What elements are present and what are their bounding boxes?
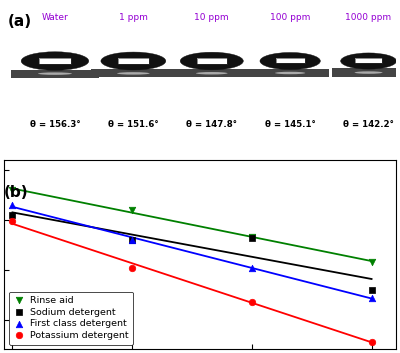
Bar <box>197 58 227 64</box>
First class detergent <box>249 265 255 271</box>
Ellipse shape <box>275 72 305 74</box>
Bar <box>91 69 176 78</box>
Rinse aid <box>368 259 375 265</box>
Potassium detergent <box>9 218 16 224</box>
Rinse aid <box>249 234 255 240</box>
Rinse aid <box>129 207 135 213</box>
Text: (a): (a) <box>8 14 32 29</box>
Ellipse shape <box>38 72 72 75</box>
Potassium detergent <box>129 265 135 271</box>
Text: 10 ppm: 10 ppm <box>194 13 229 22</box>
Ellipse shape <box>21 52 89 70</box>
Ellipse shape <box>354 71 382 74</box>
Bar <box>332 68 400 77</box>
Ellipse shape <box>117 72 150 74</box>
Bar <box>39 58 71 64</box>
Sodium detergent <box>249 235 255 241</box>
Text: 100 ppm: 100 ppm <box>270 13 310 22</box>
Bar <box>11 70 99 78</box>
Bar <box>355 58 382 63</box>
Bar <box>39 58 71 64</box>
Bar <box>118 58 149 64</box>
Text: 1 ppm: 1 ppm <box>119 13 148 22</box>
Sodium detergent <box>9 212 16 218</box>
Ellipse shape <box>341 53 396 69</box>
Bar <box>276 58 304 64</box>
Text: (b): (b) <box>4 185 29 200</box>
Bar <box>276 58 304 64</box>
Ellipse shape <box>196 72 228 74</box>
Rinse aid <box>9 187 16 193</box>
Bar <box>118 58 149 64</box>
First class detergent <box>9 202 16 208</box>
Text: 1000 ppm: 1000 ppm <box>346 13 392 22</box>
Sodium detergent <box>368 287 375 293</box>
Text: θ = 145.1°: θ = 145.1° <box>265 120 316 129</box>
Legend: Rinse aid, Sodium detergent, First class detergent, Potassium detergent: Rinse aid, Sodium detergent, First class… <box>9 292 133 345</box>
Bar <box>251 69 330 77</box>
Potassium detergent <box>249 299 255 305</box>
Bar <box>197 58 227 64</box>
First class detergent <box>129 237 135 243</box>
First class detergent <box>368 295 375 300</box>
Ellipse shape <box>260 53 320 70</box>
Bar <box>171 69 253 77</box>
Sodium detergent <box>129 237 135 243</box>
Text: θ = 147.8°: θ = 147.8° <box>186 120 237 129</box>
Ellipse shape <box>180 52 243 70</box>
Text: θ = 142.2°: θ = 142.2° <box>343 120 394 129</box>
Bar <box>355 58 382 63</box>
Text: θ = 156.3°: θ = 156.3° <box>30 120 80 129</box>
Text: θ = 151.6°: θ = 151.6° <box>108 120 159 129</box>
Text: Water: Water <box>42 13 68 22</box>
Potassium detergent <box>368 339 375 344</box>
Ellipse shape <box>101 52 166 70</box>
